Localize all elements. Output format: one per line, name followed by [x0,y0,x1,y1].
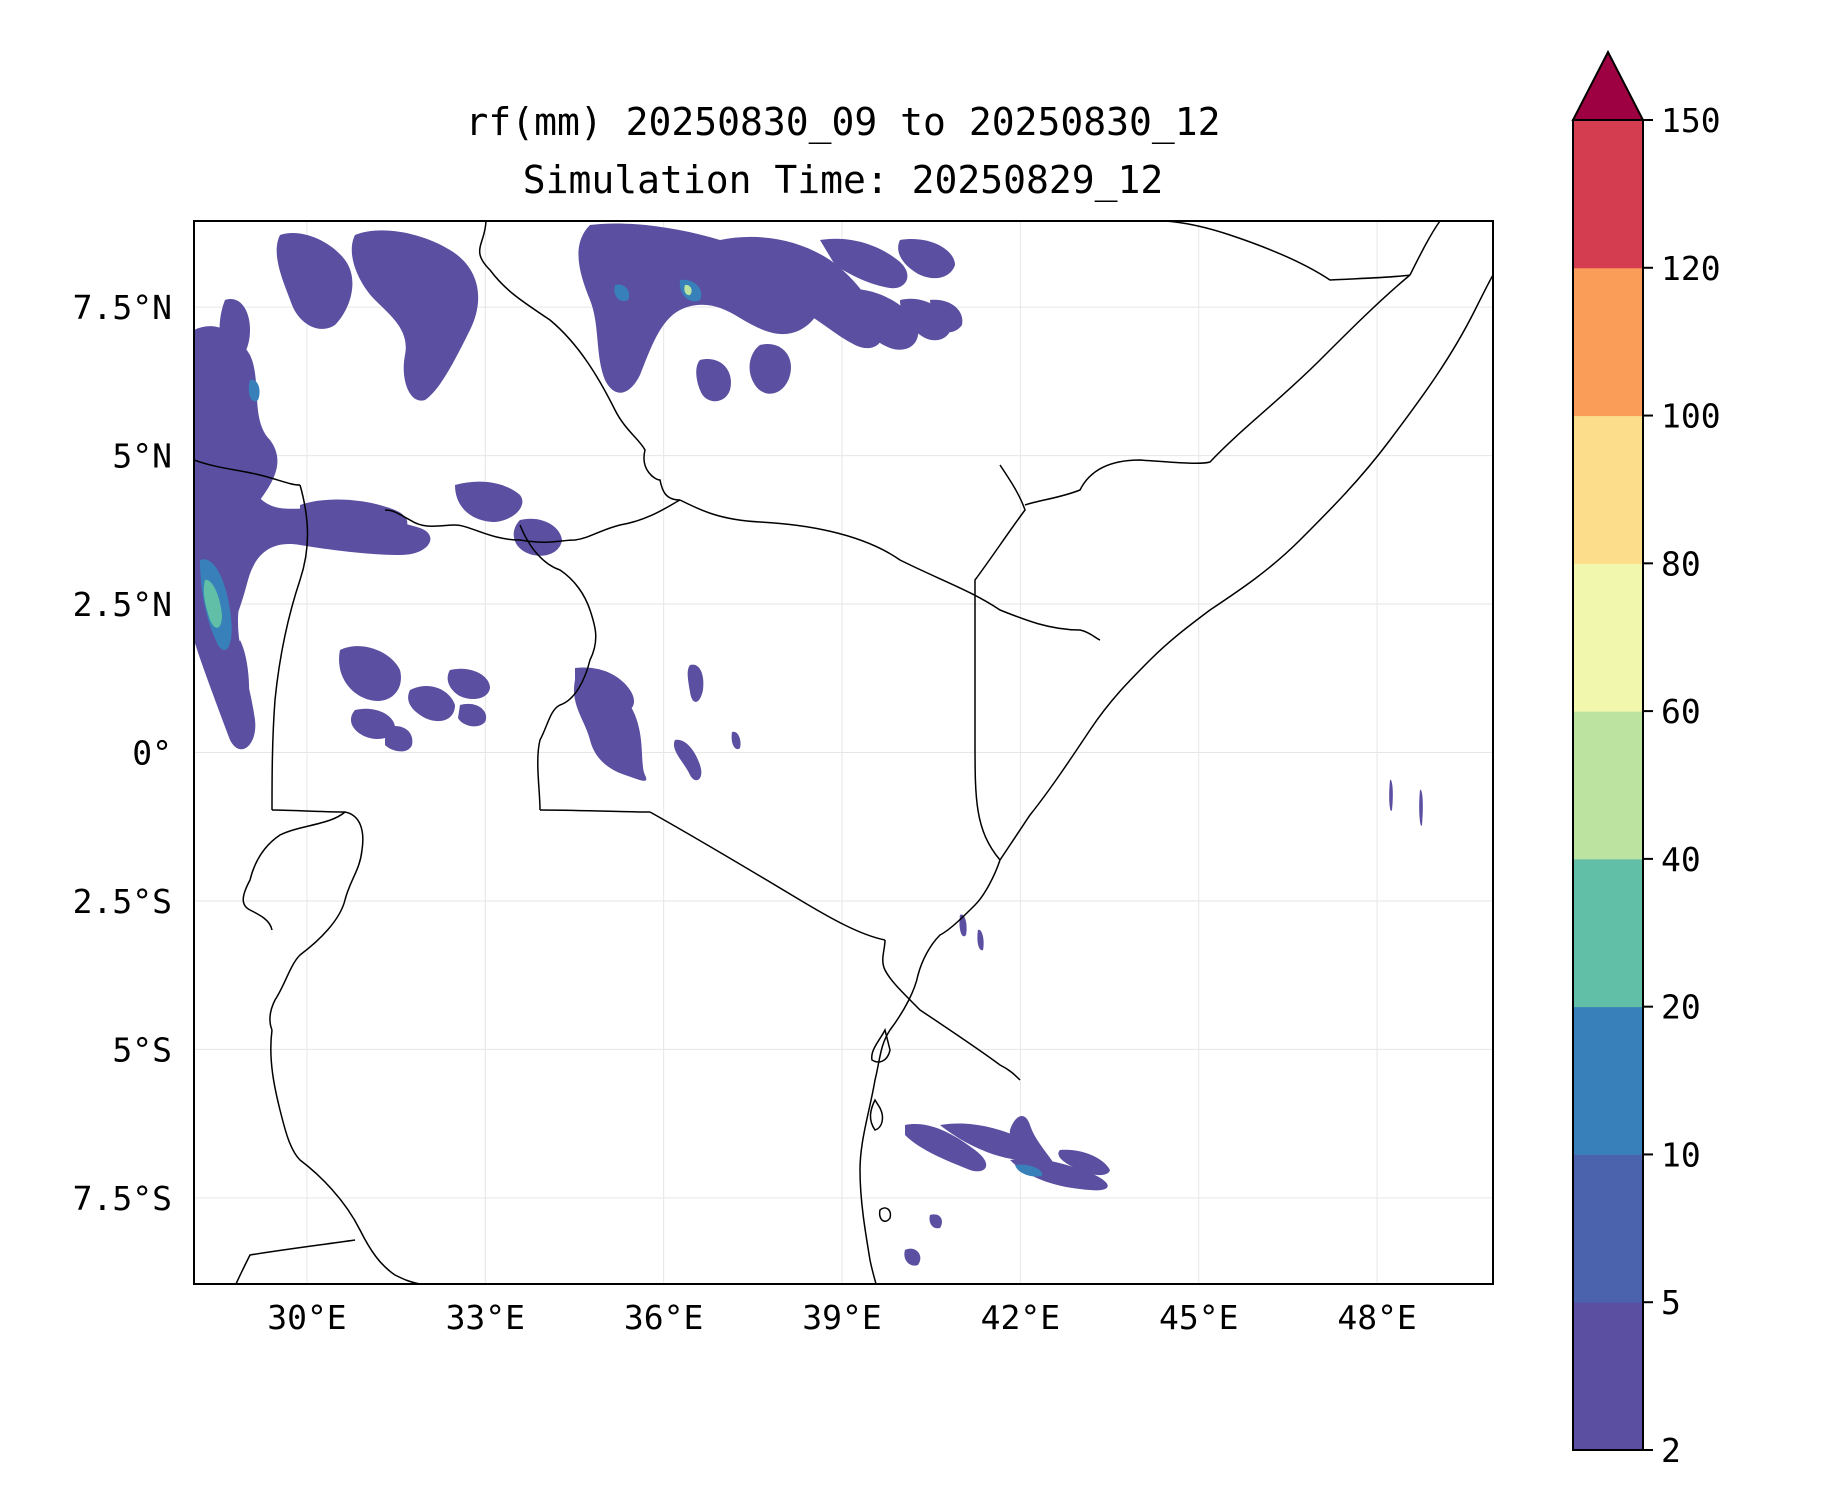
colorbar-band [1573,1006,1643,1155]
y-tick-label: 2.5°S [73,882,172,921]
colorbar-tick-label: 5 [1661,1283,1681,1322]
colorbar-tick-label: 2 [1661,1431,1681,1470]
colorbar-outline [1572,119,1644,1451]
colorbar-tick-label: 100 [1661,397,1721,436]
latitude-ticks: 7.5°N 5°N 2.5°N 0° 2.5°S 5°S 7.5°S [73,288,172,1218]
colorbar-tick-label: 10 [1661,1135,1701,1174]
y-tick-label: 0° [132,734,172,773]
colorbar-band [1573,267,1643,417]
x-tick-label: 39°E [802,1298,881,1337]
map-title-line2: Simulation Time: 20250829_12 [523,158,1164,203]
colorbar: 2 5 10 20 40 60 80 100 120 150 [1571,49,1721,1470]
y-tick-label: 7.5°N [73,288,172,327]
colorbar-tick-label: 150 [1661,101,1721,140]
colorbar-tick-label: 60 [1661,692,1701,731]
colorbar-extend-arrow [1571,49,1645,121]
colorbar-tick-label: 20 [1661,988,1701,1027]
y-tick-label: 7.5°S [73,1179,172,1218]
x-tick-label: 36°E [624,1298,703,1337]
rainfall-areas [194,223,1423,1266]
x-tick-label: 33°E [446,1298,525,1337]
map-title-line1: rf(mm) 20250830_09 to 20250830_12 [466,100,1221,145]
colorbar-band [1573,563,1643,712]
x-tick-label: 48°E [1337,1298,1416,1337]
x-tick-label: 45°E [1159,1298,1238,1337]
longitude-ticks: 30°E 33°E 36°E 39°E 42°E 45°E 48°E [267,1298,1417,1337]
colorbar-tick-label: 40 [1661,840,1701,879]
colorbar-band [1573,1154,1643,1303]
colorbar-band [1573,1302,1643,1451]
country-borders [194,221,1493,1284]
colorbar-band [1573,120,1643,269]
colorbar-tick-label: 80 [1661,544,1701,583]
colorbar-band [1573,858,1643,1008]
x-tick-label: 42°E [981,1298,1060,1337]
colorbar-tick-label: 120 [1661,249,1721,288]
colorbar-band [1573,415,1643,564]
colorbar-band [1573,711,1643,860]
y-tick-label: 2.5°N [73,585,172,624]
x-tick-label: 30°E [267,1298,346,1337]
map-frame [193,220,1494,1285]
rainfall-heavier-areas [200,279,1043,1177]
y-tick-label: 5°S [112,1030,172,1069]
y-tick-label: 5°N [112,437,172,476]
